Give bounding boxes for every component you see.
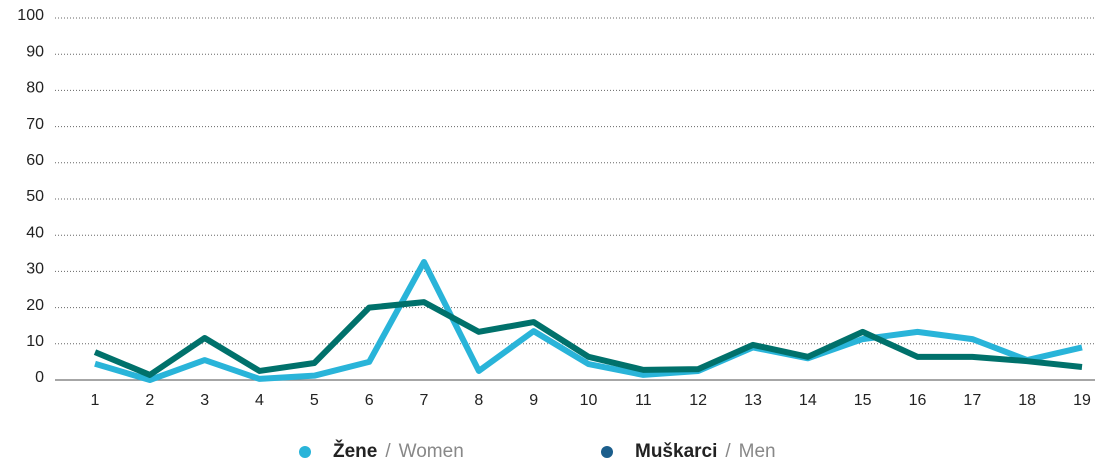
x-tick-label: 8 bbox=[474, 392, 483, 409]
y-tick-label: 40 bbox=[26, 224, 44, 241]
x-tick-label: 13 bbox=[744, 392, 762, 409]
y-tick-label: 50 bbox=[26, 188, 44, 205]
x-tick-label: 12 bbox=[689, 392, 707, 409]
legend-name: Muškarci bbox=[635, 441, 717, 460]
legend-marker bbox=[299, 446, 311, 458]
y-tick-label: 100 bbox=[17, 7, 44, 24]
x-tick-label: 1 bbox=[91, 392, 100, 409]
x-tick-label: 15 bbox=[854, 392, 872, 409]
legend-entry: Muškarci / Men bbox=[635, 441, 776, 460]
legend-separator: / bbox=[385, 441, 391, 460]
y-tick-label: 10 bbox=[26, 333, 44, 350]
x-tick-label: 9 bbox=[529, 392, 538, 409]
x-tick-label: 19 bbox=[1073, 392, 1091, 409]
x-tick-label: 6 bbox=[365, 392, 374, 409]
x-tick-label: 17 bbox=[963, 392, 981, 409]
y-tick-label: 80 bbox=[26, 80, 44, 97]
x-tick-label: 11 bbox=[635, 392, 652, 409]
y-tick-label: 70 bbox=[26, 116, 44, 133]
x-tick-label: 14 bbox=[799, 392, 817, 409]
series-line bbox=[93, 299, 1083, 378]
x-tick-label: 10 bbox=[580, 392, 598, 409]
x-tick-label: 7 bbox=[420, 392, 429, 409]
legend-separator: / bbox=[725, 441, 731, 460]
x-tick-label: 18 bbox=[1018, 392, 1036, 409]
y-tick-label: 0 bbox=[35, 369, 44, 386]
legend-entry: Žene / Women bbox=[333, 440, 464, 460]
x-tick-label: 4 bbox=[255, 392, 264, 409]
x-tick-label: 3 bbox=[200, 392, 209, 409]
legend-translation: Men bbox=[739, 441, 776, 460]
legend-name: Žene bbox=[333, 440, 377, 460]
x-tick-label: 5 bbox=[310, 392, 319, 409]
series-line bbox=[94, 258, 1083, 383]
x-tick-label: 16 bbox=[909, 392, 927, 409]
legend-marker bbox=[601, 446, 613, 458]
legend-translation: Women bbox=[399, 441, 464, 460]
y-tick-label: 90 bbox=[26, 43, 44, 60]
x-tick-label: 2 bbox=[145, 392, 154, 409]
y-tick-label: 20 bbox=[26, 297, 44, 314]
y-tick-label: 60 bbox=[26, 152, 44, 169]
y-tick-label: 30 bbox=[26, 261, 44, 278]
